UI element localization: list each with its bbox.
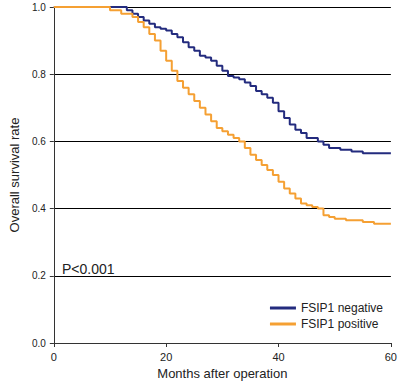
svg-text:60: 60 [385,351,397,363]
svg-text:0.8: 0.8 [32,69,46,80]
svg-text:0.2: 0.2 [32,270,46,281]
svg-text:FSIP1 positive: FSIP1 positive [301,317,379,331]
svg-text:0.0: 0.0 [32,338,46,349]
svg-text:20: 20 [160,351,172,363]
svg-text:FSIP1 negative: FSIP1 negative [301,301,383,315]
svg-text:Overall survival rate: Overall survival rate [7,118,22,233]
svg-text:0.4: 0.4 [32,203,46,214]
svg-text:Months after operation: Months after operation [157,366,287,381]
svg-text:40: 40 [272,351,284,363]
svg-text:0.6: 0.6 [32,136,46,147]
svg-text:P<0.001: P<0.001 [62,261,115,277]
svg-text:1.0: 1.0 [32,2,46,13]
svg-text:0: 0 [51,351,57,363]
